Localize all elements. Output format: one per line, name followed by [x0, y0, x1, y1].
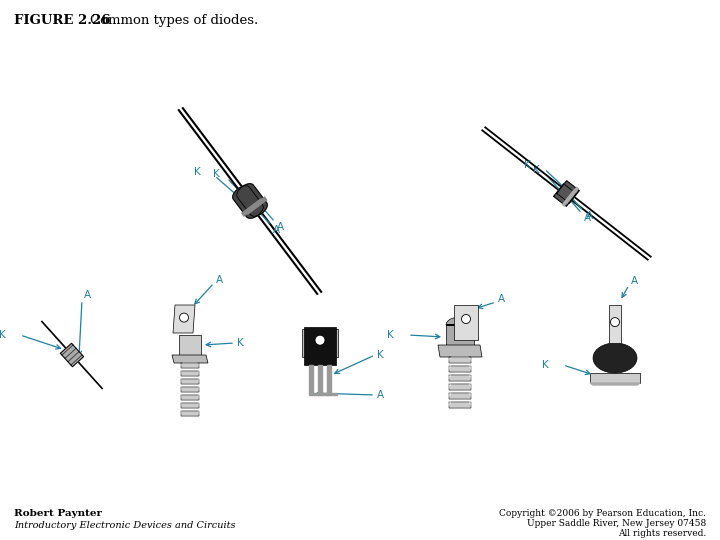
- Text: A: A: [584, 213, 591, 224]
- Polygon shape: [318, 365, 322, 393]
- Text: A: A: [84, 290, 91, 300]
- Polygon shape: [449, 375, 471, 381]
- Text: FIGURE 2.26: FIGURE 2.26: [14, 14, 110, 27]
- Polygon shape: [173, 305, 195, 333]
- Polygon shape: [237, 184, 267, 216]
- Polygon shape: [302, 329, 338, 357]
- Polygon shape: [609, 305, 621, 343]
- Polygon shape: [304, 327, 336, 365]
- Polygon shape: [60, 343, 84, 367]
- Polygon shape: [446, 325, 474, 345]
- Polygon shape: [181, 395, 199, 400]
- Polygon shape: [449, 366, 471, 372]
- Polygon shape: [449, 384, 471, 390]
- Text: Common types of diodes.: Common types of diodes.: [90, 14, 258, 27]
- Polygon shape: [181, 411, 199, 416]
- Polygon shape: [309, 393, 319, 395]
- Polygon shape: [449, 402, 471, 408]
- Text: K: K: [523, 160, 531, 170]
- Text: A: A: [274, 225, 281, 235]
- Text: K: K: [533, 165, 540, 174]
- Polygon shape: [557, 181, 579, 203]
- Text: A: A: [216, 275, 223, 285]
- Text: All rights reserved.: All rights reserved.: [618, 529, 706, 538]
- Circle shape: [462, 314, 470, 323]
- Text: K: K: [237, 338, 244, 348]
- Text: Upper Saddle River, New Jersey 07458: Upper Saddle River, New Jersey 07458: [527, 519, 706, 528]
- Text: K: K: [213, 169, 220, 179]
- Polygon shape: [554, 184, 576, 206]
- Polygon shape: [309, 365, 313, 393]
- Text: K: K: [377, 350, 384, 360]
- Polygon shape: [454, 305, 478, 340]
- Text: Introductory Electronic Devices and Circuits: Introductory Electronic Devices and Circ…: [14, 521, 235, 530]
- Circle shape: [611, 318, 619, 327]
- Polygon shape: [181, 387, 199, 392]
- Text: K: K: [387, 330, 394, 340]
- Polygon shape: [449, 393, 471, 399]
- Text: A: A: [377, 390, 384, 400]
- Polygon shape: [172, 355, 208, 363]
- Polygon shape: [179, 335, 201, 355]
- Text: Copyright ©2006 by Pearson Education, Inc.: Copyright ©2006 by Pearson Education, In…: [499, 509, 706, 518]
- Text: A: A: [498, 294, 505, 304]
- Polygon shape: [446, 317, 474, 325]
- Polygon shape: [181, 379, 199, 384]
- Polygon shape: [233, 186, 264, 218]
- Text: K: K: [194, 167, 201, 177]
- Polygon shape: [590, 373, 640, 383]
- Circle shape: [315, 335, 325, 345]
- Polygon shape: [327, 365, 331, 393]
- Polygon shape: [181, 363, 199, 368]
- Text: A: A: [585, 211, 593, 221]
- Polygon shape: [590, 383, 640, 385]
- Polygon shape: [449, 357, 471, 363]
- Text: A: A: [631, 276, 638, 286]
- Circle shape: [179, 313, 189, 322]
- Polygon shape: [181, 371, 199, 376]
- Text: Robert Paynter: Robert Paynter: [14, 509, 102, 518]
- Polygon shape: [593, 343, 637, 373]
- Polygon shape: [318, 393, 328, 395]
- Polygon shape: [438, 345, 482, 357]
- Polygon shape: [181, 403, 199, 408]
- Text: K: K: [542, 360, 549, 370]
- Polygon shape: [327, 393, 337, 395]
- Text: A: A: [277, 222, 284, 232]
- Text: K: K: [0, 330, 6, 340]
